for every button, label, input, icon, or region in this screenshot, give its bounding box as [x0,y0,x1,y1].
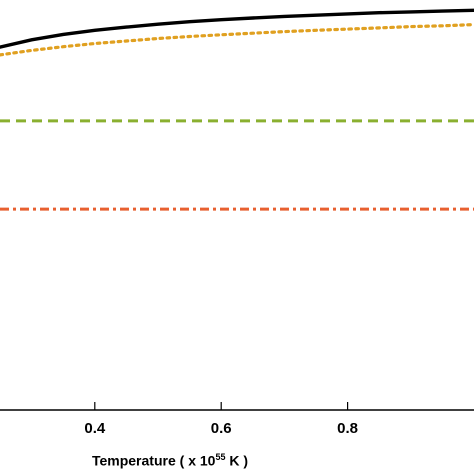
x-axis-label-main: Temperature [91,452,176,469]
x-axis-label-close: K ) [225,452,249,469]
x-axis-label: Temperature ( x 1055 K ) [0,452,340,469]
x-tick-label: 0.6 [211,420,232,437]
x-axis-label-open: ( x 10 [179,452,216,469]
x-tick-label: 0.8 [337,420,358,437]
series-layer [0,8,474,211]
x-axis-label-exponent: 55 [215,452,226,462]
x-axis-ticks: 0.4 0.6 0.8 [84,402,358,437]
x-tick-label: 0.4 [84,420,106,437]
series-line-1 [0,8,474,49]
series-line-2 [0,23,474,57]
